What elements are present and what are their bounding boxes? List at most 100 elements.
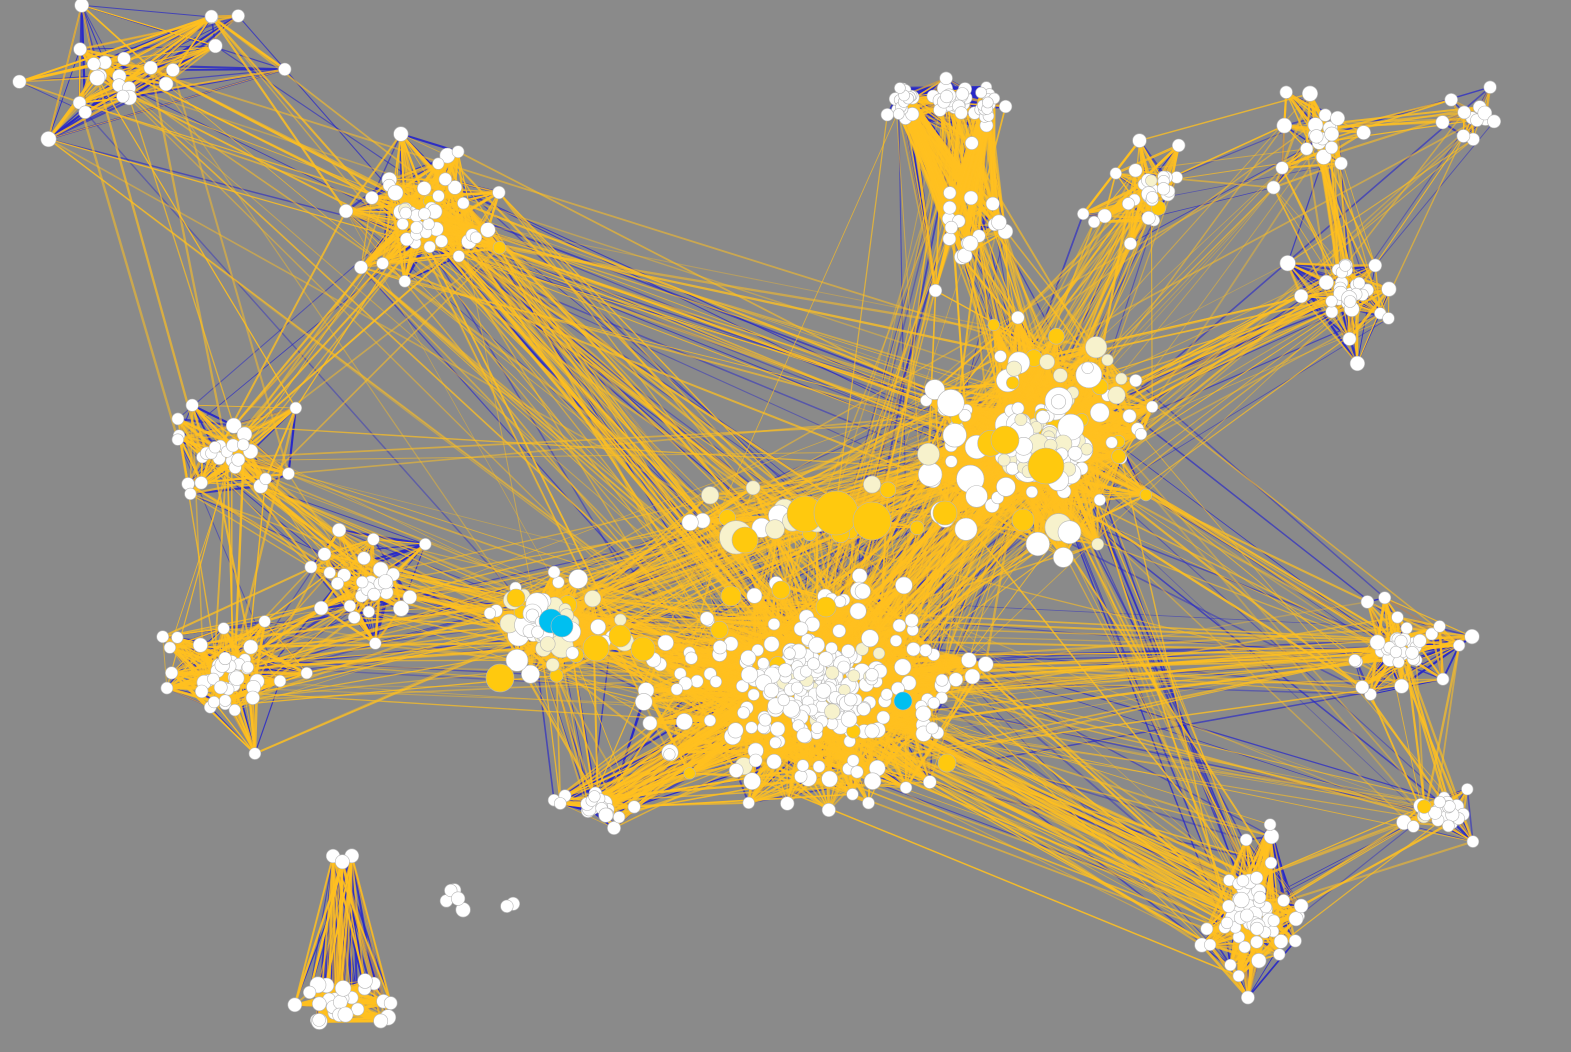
graph-node[interactable]: [171, 631, 184, 644]
graph-node[interactable]: [1011, 401, 1025, 415]
graph-node[interactable]: [963, 190, 979, 206]
graph-node[interactable]: [1368, 258, 1382, 273]
graph-node[interactable]: [540, 636, 556, 652]
graph-node[interactable]: [1224, 958, 1237, 972]
highlighted-node-cyan[interactable]: [893, 691, 913, 711]
graph-node[interactable]: [231, 9, 245, 23]
graph-node[interactable]: [1342, 331, 1357, 346]
graph-node[interactable]: [670, 683, 683, 696]
graph-node[interactable]: [217, 622, 230, 635]
graph-node[interactable]: [545, 657, 560, 672]
graph-node[interactable]: [1392, 655, 1405, 669]
graph-node[interactable]: [241, 661, 254, 674]
graph-node[interactable]: [1405, 645, 1419, 660]
graph-node[interactable]: [398, 275, 411, 288]
graph-node[interactable]: [701, 486, 720, 505]
graph-node[interactable]: [614, 613, 627, 626]
graph-node[interactable]: [1111, 448, 1127, 464]
graph-node[interactable]: [991, 214, 1007, 231]
graph-node[interactable]: [237, 438, 250, 451]
graph-node[interactable]: [1057, 520, 1082, 545]
graph-node[interactable]: [410, 221, 423, 234]
graph-node[interactable]: [245, 690, 260, 705]
graph-node[interactable]: [208, 441, 222, 454]
graph-node[interactable]: [917, 462, 943, 487]
graph-node[interactable]: [1203, 938, 1217, 951]
graph-node[interactable]: [1334, 156, 1348, 171]
graph-node[interactable]: [213, 680, 228, 695]
graph-node[interactable]: [117, 51, 131, 66]
graph-node[interactable]: [850, 765, 864, 779]
graph-node[interactable]: [998, 99, 1013, 114]
graph-node[interactable]: [1425, 627, 1439, 641]
graph-node[interactable]: [1239, 833, 1253, 847]
graph-node[interactable]: [228, 703, 241, 717]
graph-node[interactable]: [1315, 149, 1332, 165]
graph-node[interactable]: [942, 200, 957, 215]
graph-node[interactable]: [184, 487, 197, 501]
graph-node[interactable]: [683, 767, 696, 780]
graph-node[interactable]: [553, 797, 567, 810]
graph-node[interactable]: [192, 637, 208, 653]
graph-node[interactable]: [985, 196, 1000, 211]
graph-node[interactable]: [457, 197, 470, 210]
graph-node[interactable]: [927, 696, 940, 710]
graph-node[interactable]: [419, 537, 432, 551]
graph-node[interactable]: [568, 569, 589, 589]
graph-node[interactable]: [627, 800, 641, 814]
graph-node[interactable]: [962, 235, 979, 252]
graph-node[interactable]: [855, 642, 869, 656]
graph-node[interactable]: [116, 89, 130, 103]
graph-node[interactable]: [945, 455, 958, 468]
graph-node[interactable]: [590, 619, 606, 635]
graph-node[interactable]: [1300, 142, 1314, 156]
graph-node[interactable]: [1267, 914, 1281, 927]
graph-node[interactable]: [282, 467, 295, 481]
graph-node[interactable]: [1241, 990, 1255, 1005]
graph-node[interactable]: [418, 207, 431, 221]
graph-node[interactable]: [312, 1013, 326, 1027]
graph-node[interactable]: [1134, 428, 1148, 441]
graph-node[interactable]: [942, 423, 967, 448]
graph-node[interactable]: [770, 721, 786, 737]
graph-node[interactable]: [958, 409, 972, 422]
graph-node[interactable]: [1378, 591, 1392, 605]
graph-node[interactable]: [432, 157, 445, 170]
graph-node[interactable]: [452, 250, 465, 263]
graph-node[interactable]: [681, 513, 699, 531]
graph-node[interactable]: [1394, 678, 1409, 694]
graph-node[interactable]: [981, 96, 994, 109]
graph-node[interactable]: [1053, 547, 1074, 568]
graph-node[interactable]: [531, 625, 544, 639]
graph-node[interactable]: [924, 379, 946, 400]
graph-node[interactable]: [87, 57, 101, 71]
graph-node[interactable]: [843, 692, 858, 707]
graph-node[interactable]: [1232, 969, 1245, 983]
graph-node[interactable]: [975, 86, 987, 99]
graph-node[interactable]: [769, 736, 782, 749]
graph-node[interactable]: [1352, 276, 1366, 290]
graph-node[interactable]: [1122, 408, 1137, 423]
graph-node[interactable]: [357, 973, 373, 989]
graph-node[interactable]: [1250, 935, 1264, 949]
graph-node[interactable]: [746, 587, 763, 604]
highlighted-node-gold[interactable]: [815, 596, 837, 618]
graph-node[interactable]: [758, 713, 772, 727]
graph-node[interactable]: [195, 684, 209, 699]
graph-node[interactable]: [1122, 197, 1135, 211]
graph-node[interactable]: [1025, 531, 1050, 557]
graph-node[interactable]: [915, 705, 932, 722]
graph-node[interactable]: [393, 600, 410, 617]
graph-node[interactable]: [909, 520, 925, 535]
graph-node[interactable]: [1081, 361, 1094, 374]
graph-node[interactable]: [961, 652, 977, 668]
graph-node[interactable]: [1302, 85, 1319, 102]
graph-node[interactable]: [143, 60, 158, 75]
graph-node[interactable]: [735, 679, 749, 693]
graph-node[interactable]: [323, 566, 336, 579]
graph-node[interactable]: [780, 796, 795, 811]
graph-node[interactable]: [387, 184, 404, 201]
graph-node[interactable]: [895, 576, 913, 595]
graph-node[interactable]: [763, 682, 780, 699]
